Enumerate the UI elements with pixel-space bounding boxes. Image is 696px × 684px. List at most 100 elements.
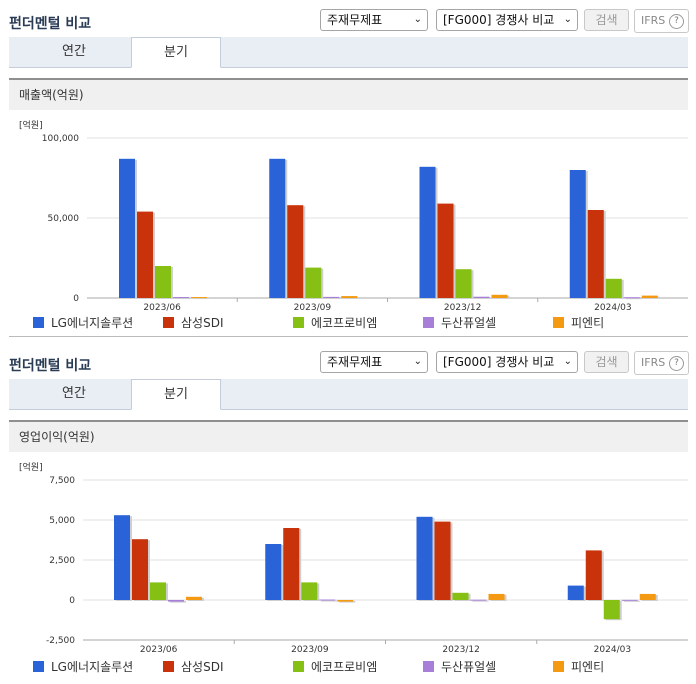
legend-label: LG에너지솔루션 [51,316,134,330]
bar [265,544,282,600]
legend-label: LG에너지솔루션 [51,660,134,674]
y-tick-label: 100,000 [42,134,79,144]
legend-swatch [293,661,304,672]
x-tick-label: 2024/03 [594,645,631,655]
bar [319,599,336,601]
bar [437,203,454,298]
legend-label: 삼성SDI [181,660,224,674]
search-button[interactable]: 검색 [584,351,629,373]
bar [305,267,322,298]
search-button[interactable]: 검색 [584,9,629,31]
bar [567,585,584,600]
bar [283,528,300,600]
y-tick-label: 7,500 [49,476,75,486]
x-tick-label: 2023/12 [442,645,479,655]
y-tick-label: 2,500 [49,556,75,566]
ifrs-label: IFRS [641,356,666,369]
bar [114,515,130,600]
panel-title: 펀더멘털 비교 [9,358,92,374]
legend-swatch [293,317,304,328]
chart-container: 매출액(억원) [억원] 0 50,000 100,000 2023/06 2023/09… [9,78,688,332]
bar [337,600,354,602]
legend-label: 에코프로비엠 [311,316,378,330]
legend-swatch [423,317,434,328]
bar [269,158,286,298]
statement-select[interactable]: 주재무제표 ⌄ [320,9,428,31]
chart-container: 영업이익(억원) [억원] -2,500 0 2,500 5,000 7,500 2023/… [9,420,688,678]
bar-shadow [625,298,642,300]
x-tick-label: 2023/12 [444,303,481,312]
legend-label: 에코프로비엠 [311,660,378,674]
panel-header: 펀더멘털 비교 주재무제표 ⌄ [FG000] 경쟁사 비교 ⌄ 검색 IFRS… [0,342,696,376]
legend-swatch [33,317,44,328]
bar [569,170,586,298]
tab-quarterly[interactable]: 분기 [131,37,221,68]
y-tick-label: 5,000 [49,516,75,526]
bar [155,266,171,298]
panel-header: 펀더멘털 비교 주재무제표 ⌄ [FG000] 경쟁사 비교 ⌄ 검색 IFRS… [0,0,696,34]
bar [470,599,487,601]
chevron-down-icon: ⌄ [563,356,572,367]
help-icon[interactable]: ? [669,356,684,371]
bar [287,205,304,298]
ifrs-button[interactable]: IFRS ? [634,351,689,375]
bar [621,599,638,601]
x-tick-label: 2023/06 [140,645,178,655]
bar-shadow [193,298,209,300]
bar [186,596,202,600]
bar-shadow [339,601,356,603]
bar-shadow [472,600,489,602]
operating-income-chart: [억원] -2,500 0 2,500 5,000 7,500 2023/06 2023/09… [19,461,688,655]
bar-shadow [623,600,640,602]
legend-label: 피엔티 [571,660,605,674]
bar [132,539,148,600]
x-tick-label: 2024/03 [594,303,631,312]
bar [301,582,318,600]
help-icon[interactable]: ? [669,14,684,29]
panel-divider [9,336,688,337]
compare-select[interactable]: [FG000] 경쟁사 비교 ⌄ [436,9,578,31]
panel-operating-income: 펀더멘털 비교 주재무제표 ⌄ [FG000] 경쟁사 비교 ⌄ 검색 IFRS… [0,342,696,684]
bar-shadow [325,297,342,299]
compare-select-value: [FG000] 경쟁사 비교 [443,13,555,27]
bar [473,296,490,298]
bar [137,211,153,298]
bar [455,269,472,298]
statement-select-value: 주재무제표 [327,13,383,27]
chart-legend: LG에너지솔루션 삼성SDI 에코프로비엠 두산퓨얼셀 피엔티 [9,658,688,674]
tab-quarterly[interactable]: 분기 [131,379,221,410]
legend-swatch [163,661,174,672]
y-tick-label: -2,500 [46,636,75,646]
bar-shadow [170,601,186,603]
legend-label: 두산퓨얼셀 [441,660,497,674]
x-tick-label: 2023/09 [294,303,332,312]
chart-title: 매출액(억원) [9,80,688,110]
legend-swatch [553,661,564,672]
panel-revenue: 펀더멘털 비교 주재무제표 ⌄ [FG000] 경쟁사 비교 ⌄ 검색 IFRS… [0,0,696,340]
statement-select[interactable]: 주재무제표 ⌄ [320,351,428,373]
ifrs-label: IFRS [641,14,666,27]
bar-shadow [175,298,191,300]
ifrs-button[interactable]: IFRS ? [634,9,689,33]
bar-shadow [475,297,492,299]
bar [641,295,658,298]
bar [419,166,436,298]
legend-label: 삼성SDI [181,316,224,330]
legend-swatch [423,661,434,672]
bar-shadow [343,297,360,299]
chevron-down-icon: ⌄ [413,356,422,367]
bar [587,210,604,298]
legend-label: 피엔티 [571,316,605,330]
tab-annual[interactable]: 연간 [62,44,86,59]
compare-select[interactable]: [FG000] 경쟁사 비교 ⌄ [436,351,578,373]
tab-annual[interactable]: 연간 [62,386,86,401]
bar [452,592,469,600]
bar [603,600,620,620]
y-tick-label: 0 [69,596,75,606]
x-tick-label: 2023/06 [143,303,181,312]
compare-select-value: [FG000] 경쟁사 비교 [443,355,555,369]
bar [341,296,358,298]
unit-label: [억원] [19,461,43,473]
unit-label: [억원] [19,119,43,131]
bar [119,158,135,298]
